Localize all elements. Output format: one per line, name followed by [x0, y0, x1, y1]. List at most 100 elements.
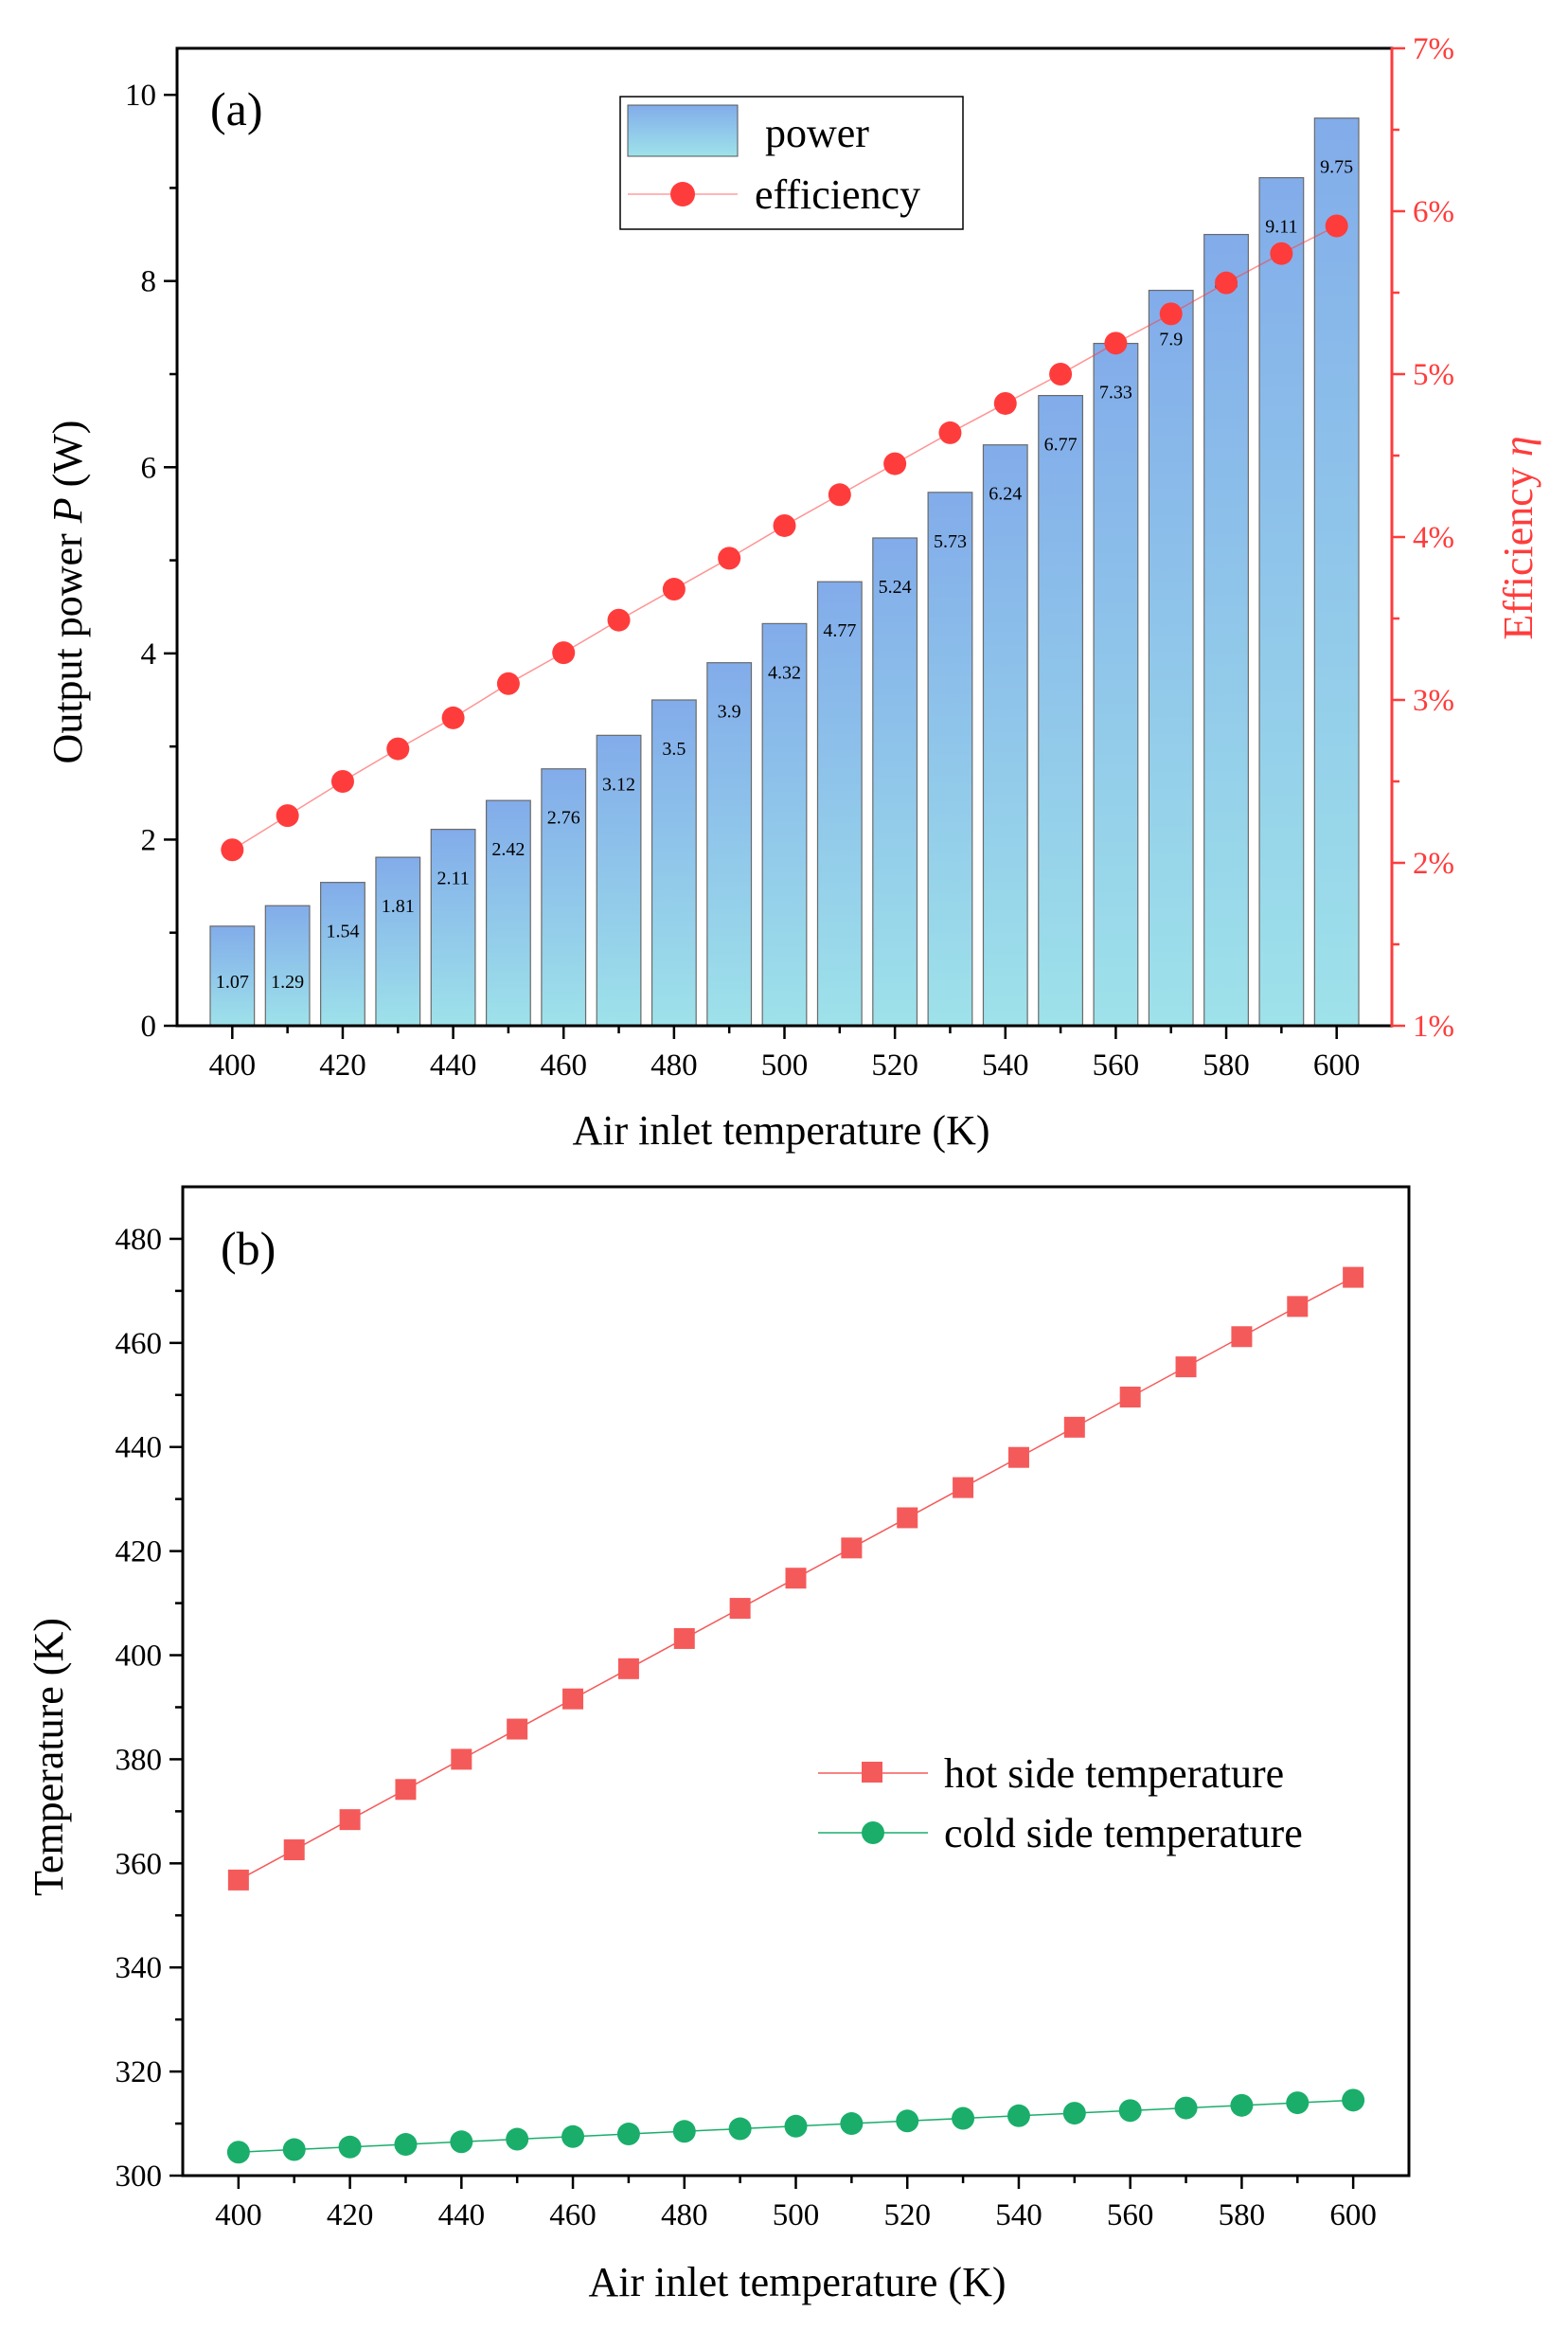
power-bar [320, 882, 365, 1027]
power-bar-label: 1.29 [271, 972, 304, 993]
power-bar [872, 537, 918, 1027]
hot-side-point [1007, 1446, 1029, 1468]
power-bar [264, 905, 311, 1027]
hot-side-point [507, 1718, 528, 1740]
power-bar [541, 768, 587, 1027]
hot-side-point [841, 1537, 863, 1559]
power-bar-label: 6.24 [989, 484, 1022, 505]
efficiency-point [1325, 214, 1348, 238]
cold-side-point [1174, 2096, 1198, 2120]
right-y-tick-label: 5% [1413, 358, 1454, 392]
hot-side-point [1063, 1416, 1085, 1438]
y-axis-ticks-b: 300 320 340 360 380 400 420 440 460 480 [116, 1223, 183, 2194]
power-bar [761, 622, 808, 1027]
x-tick-label-a: 580 [1203, 1049, 1250, 1083]
hot-side-point [1343, 1266, 1364, 1288]
cold-side-point [561, 2124, 585, 2148]
efficiency-point [773, 513, 796, 537]
y-tick-label-b: 480 [116, 1223, 163, 1257]
power-bar-label: 4.32 [768, 662, 801, 683]
power-bar [982, 444, 1028, 1027]
y-tick-label-b: 380 [116, 1743, 163, 1777]
power-bar [1038, 395, 1084, 1027]
x-tick-label-a: 420 [319, 1049, 366, 1083]
cold-side-point [728, 2117, 752, 2141]
x-tick-label-a: 560 [1093, 1049, 1140, 1083]
efficiency-point [993, 391, 1017, 415]
left-y-tick-label: 10 [125, 79, 156, 113]
y-tick-label-b: 460 [116, 1327, 163, 1361]
x-tick-label-a: 540 [982, 1049, 1029, 1083]
cold-side-point [672, 2120, 696, 2143]
x-tick-label-b: 440 [438, 2198, 486, 2232]
hot-side-point [1231, 1326, 1253, 1348]
legend-label-power: power [765, 110, 869, 156]
power-bar [1093, 342, 1139, 1027]
x-tick-label-a: 500 [761, 1049, 809, 1083]
x-tick-label-a: 460 [540, 1049, 587, 1083]
x-tick-label-a: 480 [650, 1049, 698, 1083]
power-bar-label: 1.54 [326, 922, 359, 942]
efficiency-point [662, 578, 686, 601]
power-bar-label: 1.07 [216, 972, 249, 993]
legend-a: power efficiency [619, 96, 964, 230]
right-y-tick-label: 6% [1413, 195, 1454, 229]
left-y-axis-ticks: 0 2 4 6 8 10 [125, 79, 177, 1044]
y-tick-label-b: 420 [116, 1535, 163, 1569]
power-bar [485, 799, 531, 1027]
right-y-tick-label: 4% [1413, 521, 1454, 555]
cold-side-point [1230, 2093, 1254, 2117]
power-bar-label: 1.81 [382, 896, 415, 917]
power-bar-label: 2.76 [547, 808, 580, 829]
x-tick-label-b: 460 [549, 2198, 597, 2232]
right-y-axis-ticks: 1% 2% 3% 4% 5% 6% 7% [1392, 32, 1454, 1044]
power-bar [1313, 117, 1360, 1027]
legend-b: hot side temperature cold side temperatu… [818, 1750, 1303, 1856]
x-axis-title-b: Air inlet temperature (K) [588, 2259, 1006, 2305]
x-tick-label-a: 400 [209, 1049, 257, 1083]
efficiency-series [221, 214, 1348, 862]
efficiency-point [1215, 271, 1238, 295]
right-y-tick-label: 2% [1413, 847, 1454, 881]
cold-side-point [282, 2138, 306, 2161]
hot-side-point [395, 1779, 417, 1801]
x-tick-label-b: 540 [995, 2198, 1042, 2232]
efficiency-point [1159, 302, 1183, 326]
legend-marker-efficiency [670, 182, 695, 206]
x-tick-label-b: 420 [327, 2198, 374, 2232]
cold-side-series [226, 2088, 1365, 2164]
power-bar-label: 6.77 [1044, 435, 1078, 456]
y-axis-title-b: Temperature (K) [26, 1618, 72, 1896]
left-y-tick-label: 8 [141, 265, 157, 299]
efficiency-point [330, 770, 354, 793]
legend-label-hot: hot side temperature [944, 1750, 1284, 1797]
hot-side-point [673, 1627, 695, 1649]
y-tick-label-b: 440 [116, 1431, 163, 1465]
hot-side-point [897, 1507, 918, 1529]
efficiency-point [276, 804, 299, 828]
legend-marker-hot [862, 1762, 882, 1783]
power-bar-label: 2.11 [437, 869, 469, 889]
chart-panel-a: 1.07 1.29 1.54 1.81 2.11 2.42 2.76 3.12 3.5 3.9 4.… [45, 32, 1541, 1154]
power-bar-label: 4.77 [823, 620, 856, 641]
x-axis-title-a: Air inlet temperature (K) [572, 1107, 989, 1154]
panel-label-b: (b) [221, 1222, 276, 1275]
efficiency-point [938, 421, 962, 444]
x-tick-label-b: 400 [215, 2198, 262, 2232]
y-tick-label-b: 320 [116, 2055, 163, 2089]
power-bar [1258, 177, 1305, 1027]
power-bar [1203, 233, 1249, 1027]
x-tick-label-b: 560 [1107, 2198, 1154, 2232]
hot-side-point [729, 1598, 751, 1620]
hot-side-series [227, 1266, 1364, 1891]
cold-side-point [896, 2109, 919, 2133]
cold-side-point [394, 2133, 418, 2157]
hot-side-point [562, 1688, 584, 1710]
legend-label-efficiency: efficiency [755, 171, 920, 218]
efficiency-point [1049, 363, 1073, 385]
power-bar-label: 2.42 [491, 839, 525, 860]
chart-panel-b: 400 420 440 460 480 500 520 540 560 580 600 300 320… [26, 1185, 1411, 2305]
hot-side-point [339, 1809, 361, 1831]
cold-side-point [1007, 2104, 1030, 2127]
